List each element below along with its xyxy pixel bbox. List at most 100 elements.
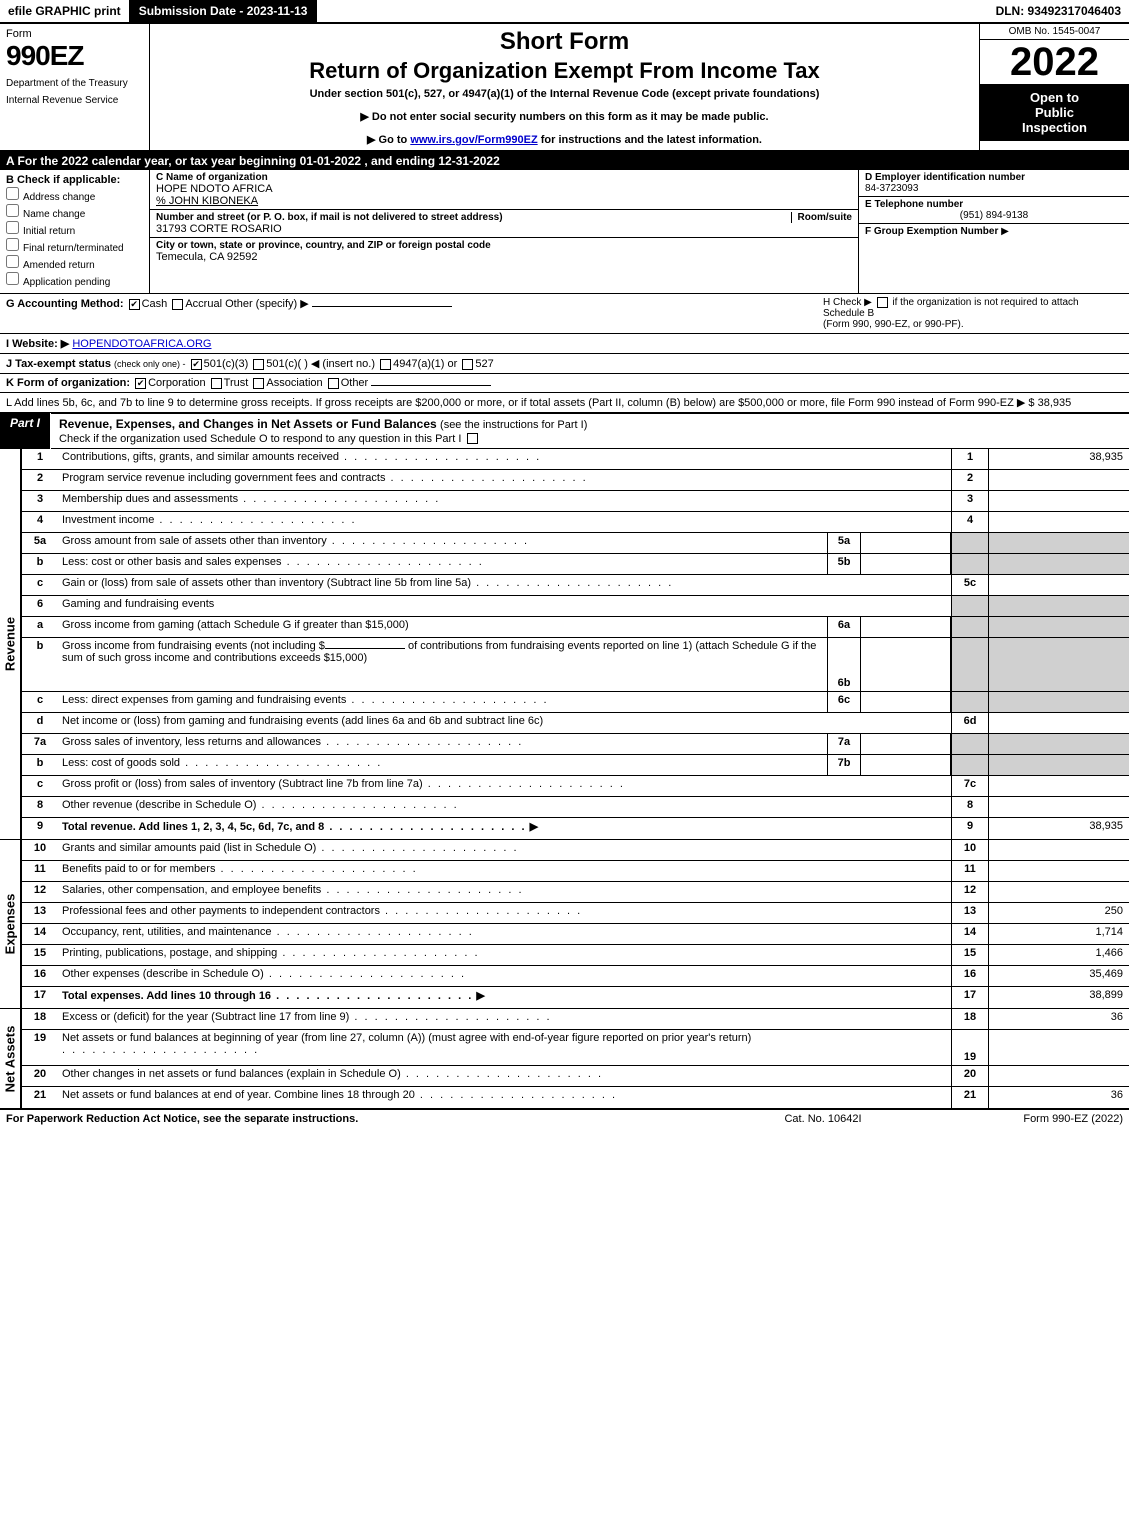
row-rval: 36 [989,1009,1129,1029]
chk-schedule-o[interactable] [467,433,478,444]
chk-accrual[interactable] [172,299,183,310]
room-label: Room/suite [791,212,852,223]
opt-corp: Corporation [148,377,205,389]
row-rval [989,797,1129,817]
row-rnum: 19 [951,1030,989,1065]
row-desc: Gross income from gaming (attach Schedul… [58,617,827,637]
chk-application-pending[interactable]: Application pending [6,272,143,288]
row-rval [989,617,1129,637]
row-desc: Less: cost or other basis and sales expe… [58,554,827,574]
subbox-val [861,554,951,574]
dept-treasury: Department of the Treasury [6,78,143,89]
chk-final-return[interactable]: Final return/terminated [6,238,143,254]
header-center: Short Form Return of Organization Exempt… [150,24,979,150]
row-num: 18 [22,1009,58,1029]
l-text: L Add lines 5b, 6c, and 7b to line 9 to … [6,397,1014,409]
h-text2: (Form 990, 990-EZ, or 990-PF). [823,319,964,330]
row-num: 14 [22,924,58,944]
part-i-header: Part I Revenue, Expenses, and Changes in… [0,413,1129,449]
title-return: Return of Organization Exempt From Incom… [156,58,973,84]
row-num: 2 [22,470,58,490]
line-j: J Tax-exempt status (check only one) - 5… [0,354,1129,374]
row-rnum: 7c [951,776,989,796]
open-line2: Public [984,105,1125,120]
subtitle-goto: Go to www.irs.gov/Form990EZ for instruct… [156,133,973,146]
chk-name-change[interactable]: Name change [6,204,143,220]
subbox-val [861,533,951,553]
row-rval [989,755,1129,775]
row-rnum: 9 [951,818,989,839]
row-rval: 36 [989,1087,1129,1108]
row-num: 5a [22,533,58,553]
chk-address-change[interactable]: Address change [6,187,143,203]
efile-label[interactable]: efile GRAPHIC print [0,0,129,22]
row-num: c [22,575,58,595]
row-rval [989,491,1129,511]
row-desc: Less: direct expenses from gaming and fu… [58,692,827,712]
part-i-tab: Part I [0,413,51,449]
submission-date: Submission Date - 2023-11-13 [129,0,318,22]
row-rval: 38,935 [989,818,1129,839]
form-header: Form 990EZ Department of the Treasury In… [0,24,1129,152]
row-num: 12 [22,882,58,902]
section-a: A For the 2022 calendar year, or tax yea… [0,152,1129,170]
chk-corp[interactable] [135,378,146,389]
row-rnum: 4 [951,512,989,532]
row-desc: Gross profit or (loss) from sales of inv… [58,776,951,796]
footer-center: Cat. No. 10642I [723,1113,923,1125]
row-num: 21 [22,1087,58,1108]
other-label: Other (specify) ▶ [225,298,309,310]
row-desc: Total revenue. Add lines 1, 2, 3, 4, 5c,… [58,818,951,839]
row-rnum [951,554,989,574]
subbox-label: 7a [827,734,861,754]
irs-link[interactable]: www.irs.gov/Form990EZ [410,134,537,146]
opt-assoc: Association [266,377,322,389]
h-label: H Check ▶ [823,297,872,308]
row-rnum: 2 [951,470,989,490]
website-link[interactable]: HOPENDOTOAFRICA.ORG [72,338,211,350]
row-rnum [951,755,989,775]
row-rnum: 21 [951,1087,989,1108]
chk-h[interactable] [877,297,888,308]
chk-other-org[interactable] [328,378,339,389]
header-left: Form 990EZ Department of the Treasury In… [0,24,150,150]
chk-trust[interactable] [211,378,222,389]
row-num: 19 [22,1030,58,1065]
subbox-label: 6a [827,617,861,637]
row-desc: Net assets or fund balances at end of ye… [58,1087,951,1108]
subtitle-ssn-warning: Do not enter social security numbers on … [156,110,973,123]
chk-assoc[interactable] [253,378,264,389]
chk-527[interactable] [462,359,473,370]
row-rval: 38,899 [989,987,1129,1008]
chk-initial-return[interactable]: Initial return [6,221,143,237]
row-rnum: 20 [951,1066,989,1086]
side-revenue: Revenue [0,449,22,839]
row-rnum: 5c [951,575,989,595]
row-rnum: 16 [951,966,989,986]
other-specify-line [312,306,452,307]
opt-other-org: Other [341,377,369,389]
row-desc: Other expenses (describe in Schedule O) [58,966,951,986]
row-rnum [951,596,989,616]
chk-501c3[interactable] [191,359,202,370]
row-rval: 35,469 [989,966,1129,986]
chk-cash[interactable] [129,299,140,310]
city-state-zip: Temecula, CA 92592 [156,251,852,263]
side-expenses: Expenses [0,840,22,1008]
opt-4947: 4947(a)(1) or [393,358,457,370]
row-rval [989,776,1129,796]
chk-amended-return[interactable]: Amended return [6,255,143,271]
goto-post: for instructions and the latest informat… [538,134,762,146]
g-label: G Accounting Method: [6,298,124,310]
chk-4947[interactable] [380,359,391,370]
row-desc: Salaries, other compensation, and employ… [58,882,951,902]
accrual-label: Accrual [185,298,222,310]
row-rval [989,734,1129,754]
subbox-val [861,734,951,754]
row-num: b [22,755,58,775]
chk-501c[interactable] [253,359,264,370]
row-num: 13 [22,903,58,923]
i-label: I Website: ▶ [6,338,69,350]
row-rval [989,692,1129,712]
omb-number: OMB No. 1545-0047 [980,24,1129,40]
